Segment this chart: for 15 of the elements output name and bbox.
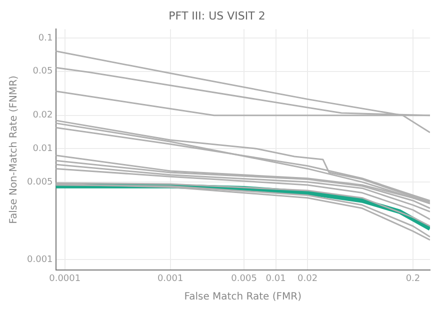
x-tick-label: 0.0001 (49, 274, 81, 284)
x-tick-label: 0.01 (266, 274, 286, 284)
y-tick-label: 0.02 (32, 110, 53, 121)
x-axis-title: False Match Rate (FMR) (184, 292, 302, 303)
x-tick-label: 0.2 (406, 274, 420, 284)
y-axis-title: False Non-Match Rate (FNMR) (8, 75, 20, 224)
y-tick-label: 0.01 (32, 144, 53, 154)
x-tick-label: 0.001 (157, 274, 184, 284)
y-tick-label: 0.05 (32, 66, 53, 77)
y-tick-label: 0.1 (38, 33, 53, 44)
y-tick-label: 0.001 (27, 254, 53, 265)
chart-title: PFT III: US VISIT 2 (168, 9, 266, 22)
x-tick-label: 0.005 (231, 274, 257, 284)
x-tick-label: 0.02 (298, 274, 318, 284)
y-tick-label: 0.005 (27, 177, 53, 188)
